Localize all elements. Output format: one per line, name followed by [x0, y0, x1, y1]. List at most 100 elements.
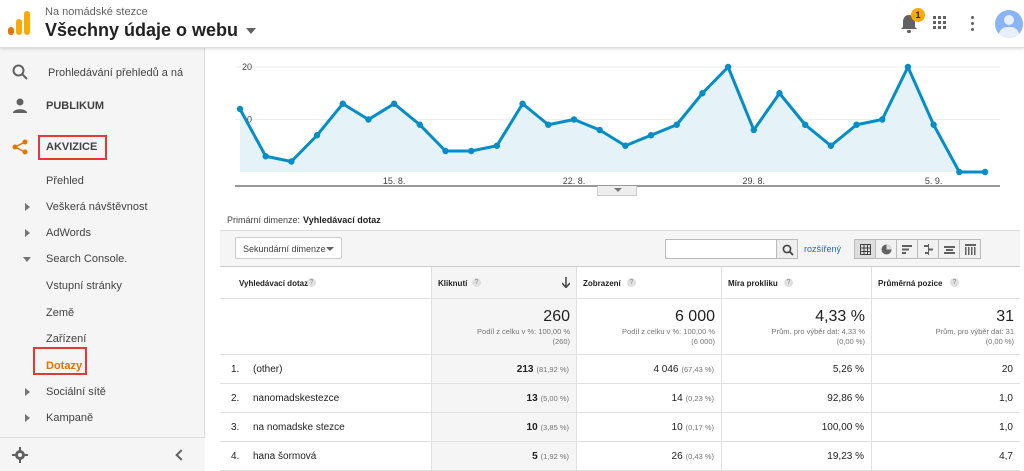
search-icon: [12, 64, 28, 80]
table-row[interactable]: 4. hana šormová 5 (1,92 %) 26 (0,43 %) 19,23 %…: [220, 442, 1020, 471]
ctr-value: 100,00 %: [821, 422, 864, 433]
sidebar-item-label: Kampaně: [46, 412, 94, 424]
sort-down-icon: [562, 277, 570, 288]
clicks-value: 13 (5,00 %): [526, 393, 569, 404]
column-header-query[interactable]: Vyhledávací dotaz?: [220, 267, 432, 298]
data-point: [699, 90, 706, 97]
table-row[interactable]: 3. na nomadske stezce 10 (3,85 %) 10 (0,17 %)…: [220, 413, 1020, 442]
sidebar-item-6[interactable]: Země: [0, 304, 205, 324]
advanced-filter-link[interactable]: rozšířený: [804, 244, 842, 254]
query-link[interactable]: nanomadskestezce: [253, 393, 340, 404]
sidebar-item-2[interactable]: Veškerá návštěvnost: [0, 198, 205, 218]
column-header-ctr[interactable]: Míra prokliku?: [722, 267, 872, 298]
acquisition-icon: [12, 139, 28, 155]
primary-dimension: Primární dimenze: Vyhledávací dotaz: [227, 215, 381, 225]
sidebar-section-publikum[interactable]: PUBLIKUM: [0, 95, 205, 119]
total-subtext: Podíl z celku v %: 100,00 % (260): [477, 327, 570, 346]
column-header-impressions[interactable]: Zobrazení?: [577, 267, 722, 298]
ctr-value: 92,86 %: [827, 393, 864, 404]
total-subtext: Prům. pro výběr dat: 31 (0,00 %): [935, 327, 1014, 346]
data-point: [981, 168, 989, 176]
column-header-position[interactable]: Průměrná pozice?: [872, 267, 1020, 298]
row-number: 3.: [231, 422, 240, 433]
ctr-value: 5,26 %: [832, 364, 864, 375]
person-icon: [13, 98, 27, 113]
chart-resize-handle[interactable]: [597, 186, 637, 196]
more-options-icon[interactable]: [971, 16, 975, 32]
data-point: [904, 63, 912, 71]
total-subtext: Podíl z celku v %: 100,00 % (6 000): [622, 327, 715, 346]
sidebar-item-7[interactable]: Zařízení: [0, 330, 205, 350]
view-selector[interactable]: Všechny údaje o webu: [45, 20, 257, 41]
data-point: [416, 121, 424, 128]
sidebar-item-10[interactable]: Kampaně: [0, 409, 205, 429]
data-point: [596, 126, 603, 134]
search-icon: [782, 244, 794, 256]
total-value: 4,33 %: [815, 308, 865, 325]
impressions-value: 26 (0,43 %): [671, 451, 714, 462]
total-cell: 260 Podíl z celku v %: 100,00 % (260): [432, 299, 577, 354]
data-point: [545, 121, 552, 128]
search-input[interactable]: Prohledávání přehledů a náp: [48, 67, 183, 79]
position-value: 20: [1001, 364, 1013, 375]
apps-grid-icon[interactable]: [933, 16, 947, 30]
clicks-value: 213 (81,92 %): [516, 364, 569, 375]
total-value: 31: [996, 308, 1014, 325]
total-subtext: Prům. pro výběr dat: 4,33 % (0,00 %): [771, 327, 865, 346]
caret-down-icon: [326, 247, 334, 251]
secondary-dimension-select[interactable]: Sekundární dimenze: [235, 237, 342, 259]
data-point: [827, 142, 835, 149]
impressions-value: 14 (0,23 %): [671, 393, 714, 404]
clicks-value: 10 (3,85 %): [526, 422, 569, 433]
data-point: [365, 116, 372, 123]
y-tick-label: 20: [242, 62, 252, 72]
data-point: [647, 132, 655, 139]
sidebar-item-3[interactable]: AdWords: [0, 224, 205, 244]
table-row[interactable]: 2. nanomadskestezce 13 (5,00 %) 14 (0,23 %) 92…: [220, 384, 1020, 413]
pivot-view-icon[interactable]: [959, 239, 981, 259]
row-number: 4.: [231, 451, 240, 462]
series-area: [240, 67, 985, 172]
impressions-value: 10 (0,17 %): [671, 422, 714, 433]
table-view-icon[interactable]: [854, 239, 876, 259]
total-cell: 31 Prům. pro výběr dat: 31 (0,00 %): [872, 299, 1020, 354]
data-point: [236, 105, 244, 113]
data-point: [622, 142, 629, 149]
sidebar-item-1[interactable]: Přehled: [0, 172, 205, 192]
table-row[interactable]: 1. (other) 213 (81,92 %) 4 046 (67,43 %) 5,26 …: [220, 355, 1020, 384]
x-tick-label: 22. 8.: [563, 176, 586, 186]
data-point: [750, 126, 757, 134]
sidebar-item-8[interactable]: Dotazy: [0, 357, 205, 377]
sidebar-item-label: Přehled: [46, 175, 84, 187]
primary-dimension-value[interactable]: Vyhledávací dotaz: [303, 215, 381, 225]
term-cloud-view-icon[interactable]: [938, 239, 960, 259]
gear-icon[interactable]: [12, 447, 28, 463]
total-value: 6 000: [674, 308, 715, 325]
avatar[interactable]: [995, 10, 1023, 38]
query-link[interactable]: na nomadske stezce: [253, 422, 345, 433]
x-tick-label: 5. 9.: [925, 176, 943, 186]
table-filter-input[interactable]: [665, 239, 777, 259]
data-point: [801, 121, 809, 128]
analytics-logo[interactable]: [8, 11, 30, 35]
sidebar-item-9[interactable]: Sociální sítě: [0, 383, 205, 403]
column-header-clicks[interactable]: Kliknutí?: [432, 267, 577, 298]
table-search-button[interactable]: [776, 239, 798, 259]
account-name: Na nomádské stezce: [45, 6, 148, 18]
comparison-view-icon[interactable]: [917, 239, 939, 259]
query-link[interactable]: hana šormová: [253, 451, 317, 462]
notification-badge: 1: [911, 8, 925, 22]
collapse-sidebar-icon[interactable]: [175, 449, 187, 461]
sidebar-search[interactable]: Prohledávání přehledů a náp: [0, 58, 205, 88]
query-link[interactable]: (other): [253, 364, 283, 375]
pie-view-icon[interactable]: [875, 239, 897, 259]
performance-view-icon[interactable]: [896, 239, 918, 259]
sidebar-item-5[interactable]: Vstupní stránky: [0, 277, 205, 297]
sidebar-item-4[interactable]: Search Console.: [0, 250, 205, 270]
collapsed-arrow-icon: [25, 203, 30, 211]
view-title: Všechny údaje o webu: [45, 20, 239, 40]
totals-row: 260 Podíl z celku v %: 100,00 % (260) 6 000…: [220, 299, 1020, 355]
caret-down-icon: [246, 27, 257, 34]
sidebar-section-akvizice[interactable]: AKVIZICE: [46, 141, 98, 153]
